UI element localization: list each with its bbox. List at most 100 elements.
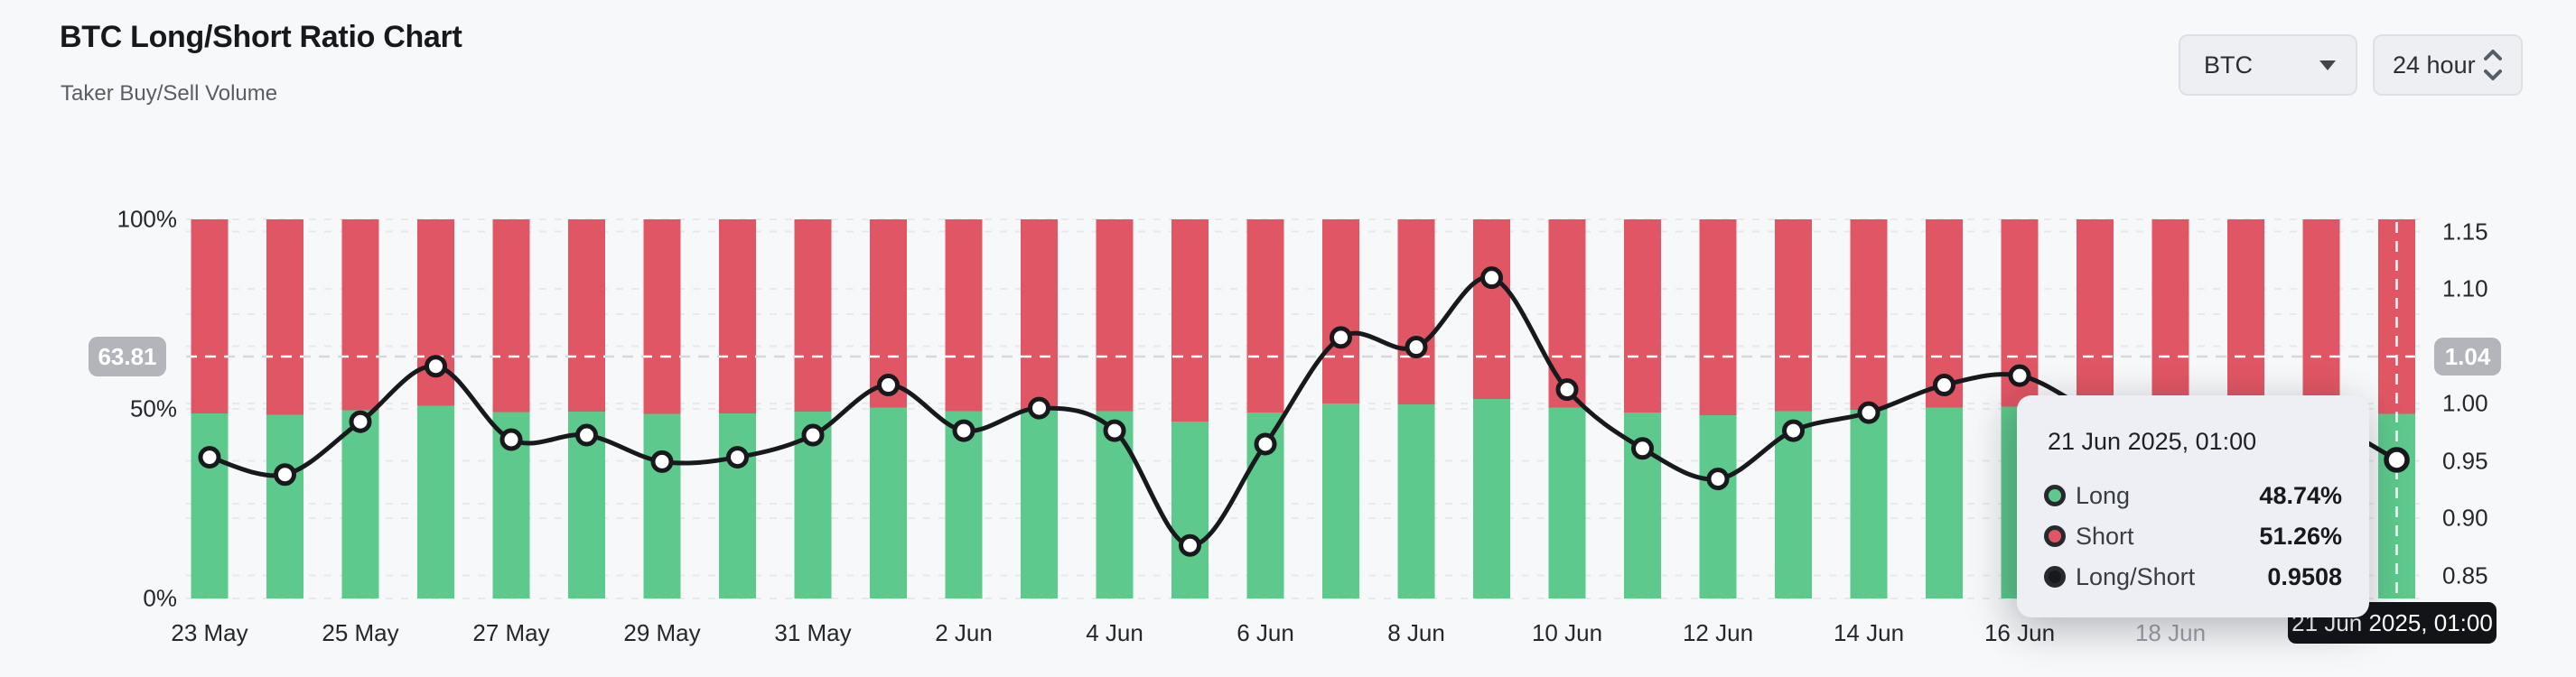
tooltip-row-long: Long 48.74% (2044, 480, 2342, 511)
crosshair-right-value-badge: 1.04 (2434, 338, 2501, 376)
short-bar-segment[interactable] (1699, 219, 1737, 416)
short-bar-segment[interactable] (945, 219, 983, 412)
short-bar-segment[interactable] (191, 219, 229, 414)
short-bar-segment[interactable] (266, 219, 303, 415)
short-bar-segment[interactable] (1096, 219, 1134, 412)
ratio-point-marker[interactable] (198, 446, 221, 469)
long-bar-segment[interactable] (870, 407, 907, 598)
long-dot-icon (2044, 485, 2066, 506)
ratio-point-marker[interactable] (1028, 396, 1050, 420)
x-axis-tick: 8 Jun (1387, 619, 1445, 646)
long-bar-segment[interactable] (1699, 415, 1737, 598)
symbol-dropdown-value: BTC (2204, 51, 2253, 79)
long-bar-segment[interactable] (417, 405, 454, 598)
ratio-point-marker[interactable] (1555, 378, 1579, 402)
long-bar-segment[interactable] (266, 414, 303, 598)
long-bar-segment[interactable] (643, 413, 681, 598)
long-bar-segment[interactable] (719, 413, 756, 598)
x-axis-tick: 6 Jun (1237, 619, 1294, 646)
short-bar-segment[interactable] (2077, 219, 2114, 410)
crosshair-left-value-badge: 63.81 (89, 337, 166, 376)
ratio-point-marker[interactable] (1933, 374, 1955, 397)
short-bar-segment[interactable] (1322, 219, 1359, 404)
short-bar-segment[interactable] (492, 219, 530, 413)
x-axis-tick: 4 Jun (1086, 619, 1143, 646)
x-axis-tick: 14 Jun (1833, 619, 1905, 646)
ratio-point-marker[interactable] (1480, 266, 1503, 290)
short-bar-segment[interactable] (719, 219, 756, 414)
short-bar-segment[interactable] (417, 219, 454, 406)
ratio-point-marker[interactable] (1254, 432, 1277, 456)
page-title: BTC Long/Short Ratio Chart (60, 20, 462, 54)
ratio-point-marker[interactable] (1857, 401, 1881, 424)
short-bar-segment[interactable] (1171, 219, 1209, 422)
interval-dropdown-value: 24 hour (2393, 51, 2476, 79)
short-bar-segment[interactable] (2151, 219, 2189, 413)
ratio-point-marker[interactable] (952, 419, 975, 442)
short-bar-segment[interactable] (1021, 219, 1058, 410)
short-bar-segment[interactable] (1775, 219, 1812, 412)
ratio-point-marker[interactable] (1631, 437, 1654, 460)
short-bar-segment[interactable] (2227, 219, 2264, 412)
long-bar-segment[interactable] (1775, 411, 1812, 598)
short-bar-segment[interactable] (341, 219, 379, 411)
short-dot-icon (2044, 525, 2066, 547)
ratio-point-marker[interactable] (1405, 336, 1428, 359)
ratio-point-marker[interactable] (1330, 326, 1352, 349)
ratio-point-marker[interactable] (801, 423, 825, 447)
long-bar-segment[interactable] (1171, 421, 1209, 598)
ratio-point-marker[interactable] (425, 355, 447, 378)
page-subtitle: Taker Buy/Sell Volume (61, 81, 278, 106)
long-bar-segment[interactable] (1397, 403, 1435, 598)
interval-dropdown[interactable]: 24 hour (2373, 34, 2523, 96)
ratio-point-marker[interactable] (726, 446, 749, 469)
short-bar-segment[interactable] (1397, 219, 1435, 404)
right-axis-tick: 1.00 (2442, 389, 2488, 417)
chart-tooltip: 21 Jun 2025, 01:00 Long 48.74% Short 51.… (2017, 395, 2369, 617)
left-axis-tick: 100% (117, 205, 178, 233)
right-axis-tick: 0.95 (2442, 447, 2488, 474)
x-axis-tick: 12 Jun (1682, 619, 1754, 646)
short-bar-segment[interactable] (568, 219, 605, 412)
short-bar-segment[interactable] (1246, 219, 1284, 413)
long-bar-segment[interactable] (945, 411, 983, 598)
tooltip-title: 21 Jun 2025, 01:00 (2048, 428, 2257, 455)
long-bar-segment[interactable] (341, 410, 379, 598)
long-bar-segment[interactable] (191, 413, 229, 598)
ratio-point-marker[interactable] (877, 374, 900, 397)
long-bar-segment[interactable] (1021, 409, 1058, 598)
left-axis-tick: 50% (129, 394, 177, 422)
short-bar-segment[interactable] (643, 219, 681, 414)
ratio-point-marker[interactable] (575, 423, 598, 447)
ratio-point-marker[interactable] (1179, 533, 1201, 557)
ratio-point-marker[interactable] (1782, 419, 1805, 442)
long-bar-segment[interactable] (1850, 409, 1888, 598)
caret-down-icon (2319, 60, 2336, 70)
short-bar-segment[interactable] (1473, 219, 1510, 400)
x-axis-tick: 23 May (171, 619, 248, 646)
active-point-marker[interactable] (2384, 447, 2410, 473)
ratio-point-marker[interactable] (1103, 419, 1126, 442)
long-bar-segment[interactable] (1926, 407, 1963, 598)
short-bar-segment[interactable] (794, 219, 832, 412)
x-axis-tick: 27 May (472, 619, 550, 646)
ratio-point-marker[interactable] (650, 450, 674, 473)
long-bar-segment[interactable] (1473, 399, 1510, 598)
x-axis-tick: 18 Jun (2134, 619, 2207, 646)
ratio-point-marker[interactable] (349, 410, 372, 433)
symbol-dropdown[interactable]: BTC (2179, 34, 2357, 96)
ratio-point-marker[interactable] (274, 463, 296, 487)
long-bar-segment[interactable] (1548, 407, 1586, 598)
ratio-point-marker[interactable] (499, 428, 523, 451)
long-bar-segment[interactable] (1096, 411, 1134, 598)
short-bar-segment[interactable] (2302, 219, 2340, 411)
short-bar-segment[interactable] (1624, 219, 1661, 413)
ratio-point-marker[interactable] (1706, 468, 1730, 491)
tooltip-row-ratio: Long/Short 0.9508 (2044, 561, 2342, 592)
long-short-dot-icon (2044, 566, 2066, 588)
ratio-point-marker[interactable] (2008, 364, 2031, 387)
long-bar-segment[interactable] (1322, 403, 1359, 598)
short-bar-segment[interactable] (1850, 219, 1888, 410)
x-axis-tick: 2 Jun (935, 619, 993, 646)
